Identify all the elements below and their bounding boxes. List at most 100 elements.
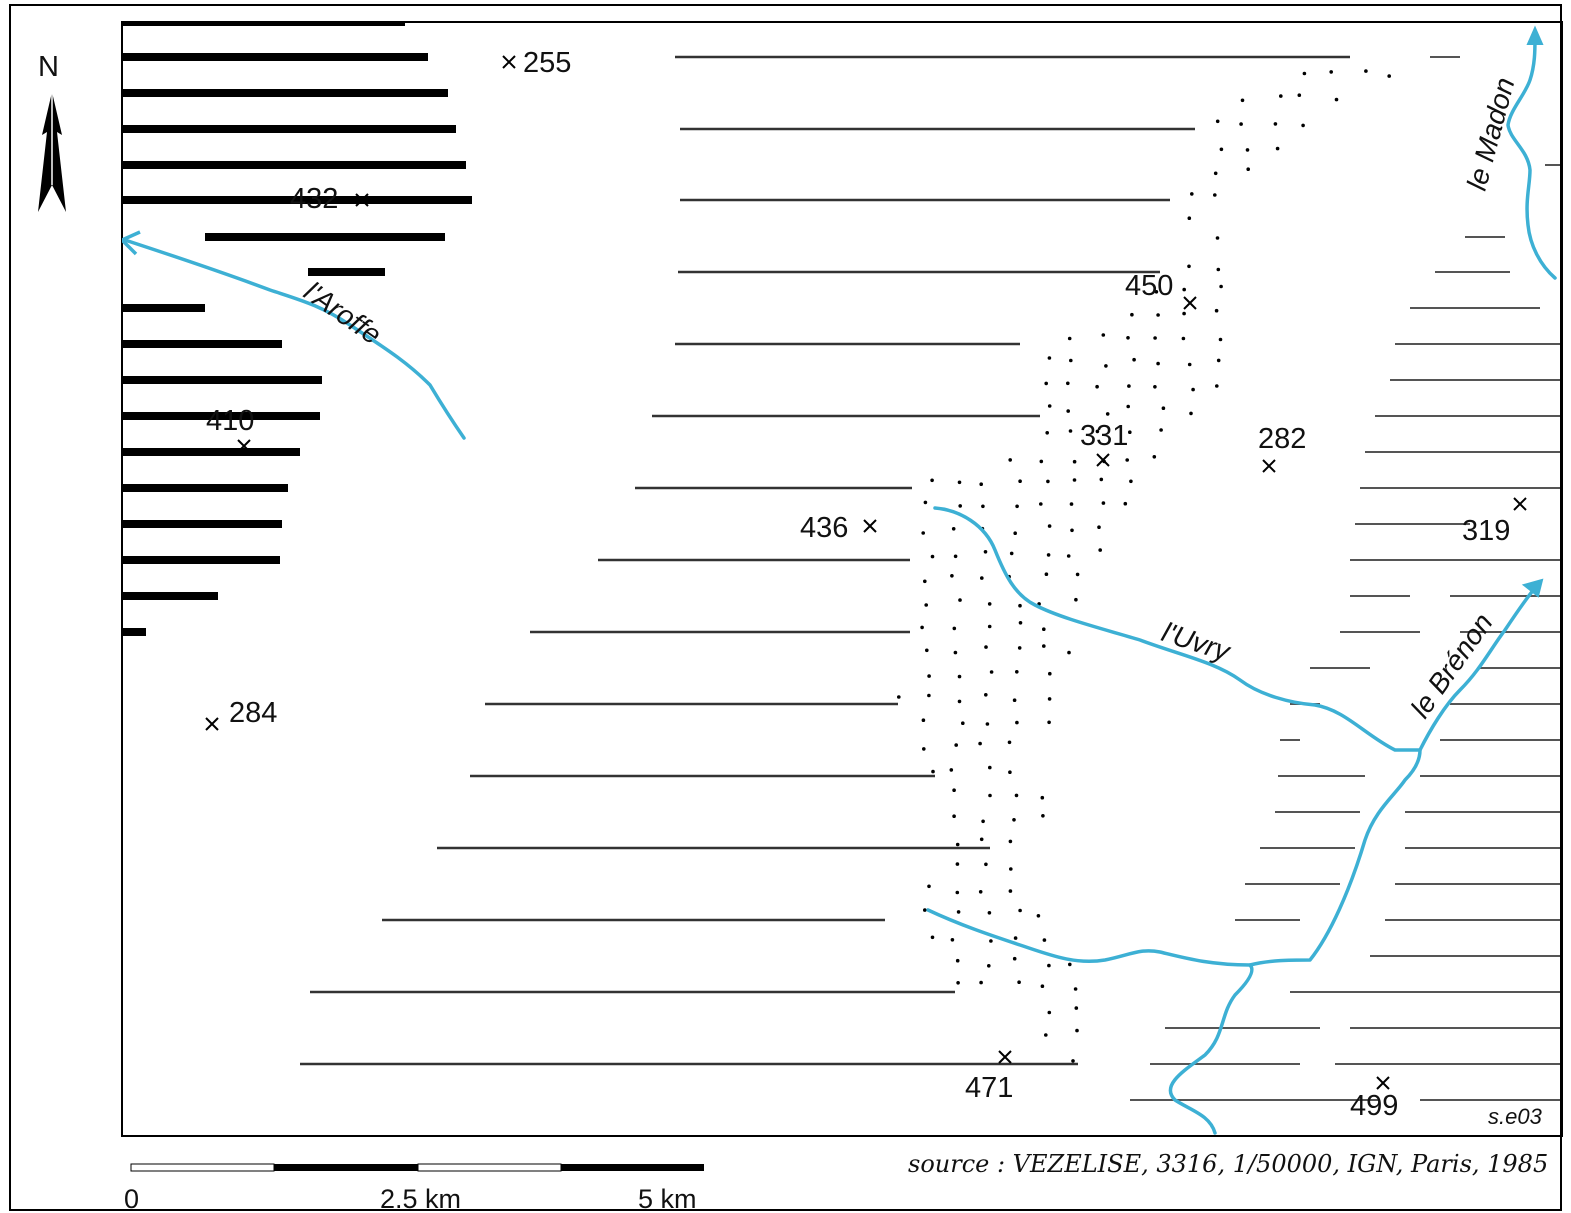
alluvium-dot — [1039, 502, 1043, 506]
alluvium-dot — [1181, 336, 1186, 341]
alluvium-dot — [1047, 404, 1052, 408]
river-tributary — [926, 908, 1252, 967]
alluvium-dot — [950, 938, 955, 942]
alluvium-dot — [1182, 287, 1186, 292]
cross-marker-icon — [863, 519, 877, 533]
alluvium-dot — [1066, 409, 1070, 413]
dotted-zone — [897, 69, 1391, 1063]
alluvium-dot — [979, 837, 984, 842]
elevation-label: 499 — [1350, 1090, 1398, 1122]
alluvium-dot — [1297, 93, 1302, 97]
cross-marker-icon — [1513, 497, 1527, 511]
alluvium-dot — [1008, 458, 1012, 462]
scale-bar: 0 2.5 km 5 km — [124, 1163, 704, 1213]
alluvium-dot — [1156, 361, 1160, 366]
alluvium-dot — [952, 814, 956, 818]
cross-marker-icon — [1183, 296, 1197, 310]
scale-label-5km: 5 km — [638, 1184, 697, 1213]
alluvium-dot — [1008, 770, 1012, 774]
alluvium-dot — [1015, 504, 1019, 509]
alluvium-dot — [1009, 867, 1013, 871]
alluvium-dot — [1018, 479, 1022, 484]
brenon-arrowhead — [1521, 578, 1544, 598]
elevation-point: 284 — [205, 697, 277, 731]
north-arrow: N — [38, 51, 66, 212]
alluvium-dot — [1301, 123, 1305, 128]
alluvium-dot — [1068, 962, 1072, 967]
alluvium-dot — [955, 862, 960, 866]
alluvium-dot — [989, 939, 993, 943]
alluvium-dot — [954, 743, 958, 747]
alluvium-dot — [987, 602, 992, 606]
thick-hatch-zone — [122, 22, 472, 636]
alluvium-dot — [1190, 192, 1194, 196]
alluvium-dot — [1042, 938, 1047, 942]
alluvium-dot — [1279, 94, 1283, 98]
alluvium-dot — [978, 741, 982, 746]
alluvium-dot — [957, 674, 962, 679]
alluvium-dot — [987, 964, 991, 968]
alluvium-dot — [1074, 597, 1078, 602]
elevation-label: 282 — [1258, 423, 1306, 455]
alluvium-dot — [930, 554, 935, 559]
alluvium-dot — [923, 500, 928, 505]
elevation-points: 255 432 410 284 450 331 282 436 319 471 499 — [205, 47, 1527, 1122]
alluvium-dot — [1125, 458, 1129, 462]
alluvium-dot — [957, 480, 962, 485]
alluvium-dot — [1387, 74, 1391, 78]
alluvium-dot — [1007, 740, 1012, 745]
alluvium-dot — [1245, 148, 1250, 152]
river-label-aroffe: l'Aroffe — [299, 276, 387, 351]
alluvium-dot — [981, 504, 985, 509]
alluvium-dot — [1041, 814, 1045, 818]
alluvium-dot — [961, 721, 965, 725]
alluvium-dot — [920, 625, 924, 630]
alluvium-dot — [925, 648, 929, 653]
elevation-label: 319 — [1462, 515, 1510, 547]
alluvium-dot — [1152, 455, 1157, 459]
alluvium-dot — [1095, 384, 1099, 389]
alluvium-dot — [921, 531, 925, 535]
alluvium-dot — [1067, 650, 1071, 655]
alluvium-dot — [979, 980, 983, 985]
alluvium-dot — [1013, 936, 1018, 940]
alluvium-dot — [957, 699, 962, 704]
alluvium-dot — [1070, 528, 1074, 533]
elevation-label: 410 — [206, 405, 254, 437]
alluvium-dot — [1099, 477, 1104, 482]
alluvium-dot — [927, 693, 931, 698]
alluvium-dot — [923, 908, 927, 912]
alluvium-dot — [1239, 122, 1243, 126]
alluvium-dot — [1012, 956, 1017, 961]
alluvium-dot — [1097, 525, 1101, 529]
elevation-label: 255 — [523, 47, 571, 79]
alluvium-dot — [931, 769, 935, 774]
elevation-point: 319 — [1462, 497, 1527, 547]
alluvium-dot — [980, 576, 984, 580]
alluvium-dot — [984, 862, 988, 867]
alluvium-dot — [952, 626, 957, 631]
alluvium-dot — [927, 884, 931, 889]
river-uvry — [933, 506, 1422, 752]
alluvium-dot — [955, 890, 960, 895]
cross-marker-icon — [205, 717, 219, 731]
cross-marker-icon — [1096, 453, 1110, 467]
alluvium-dot — [1040, 984, 1045, 988]
alluvium-dot — [1187, 264, 1191, 269]
alluvium-dot — [930, 478, 934, 483]
cross-marker-icon — [355, 193, 369, 207]
elevation-label: 432 — [290, 183, 338, 215]
alluvium-dot — [1075, 1028, 1079, 1033]
alluvium-dot — [1240, 98, 1245, 103]
alluvium-dot — [1105, 412, 1110, 416]
alluvium-dot — [1364, 69, 1368, 73]
alluvium-dot — [1008, 889, 1013, 893]
alluvium-dot — [1047, 524, 1052, 528]
alluvium-dot — [927, 674, 931, 678]
alluvium-dot — [958, 504, 962, 508]
alluvium-dot — [1066, 554, 1071, 558]
alluvium-dot — [1215, 119, 1220, 124]
alluvium-dot — [1095, 429, 1100, 434]
